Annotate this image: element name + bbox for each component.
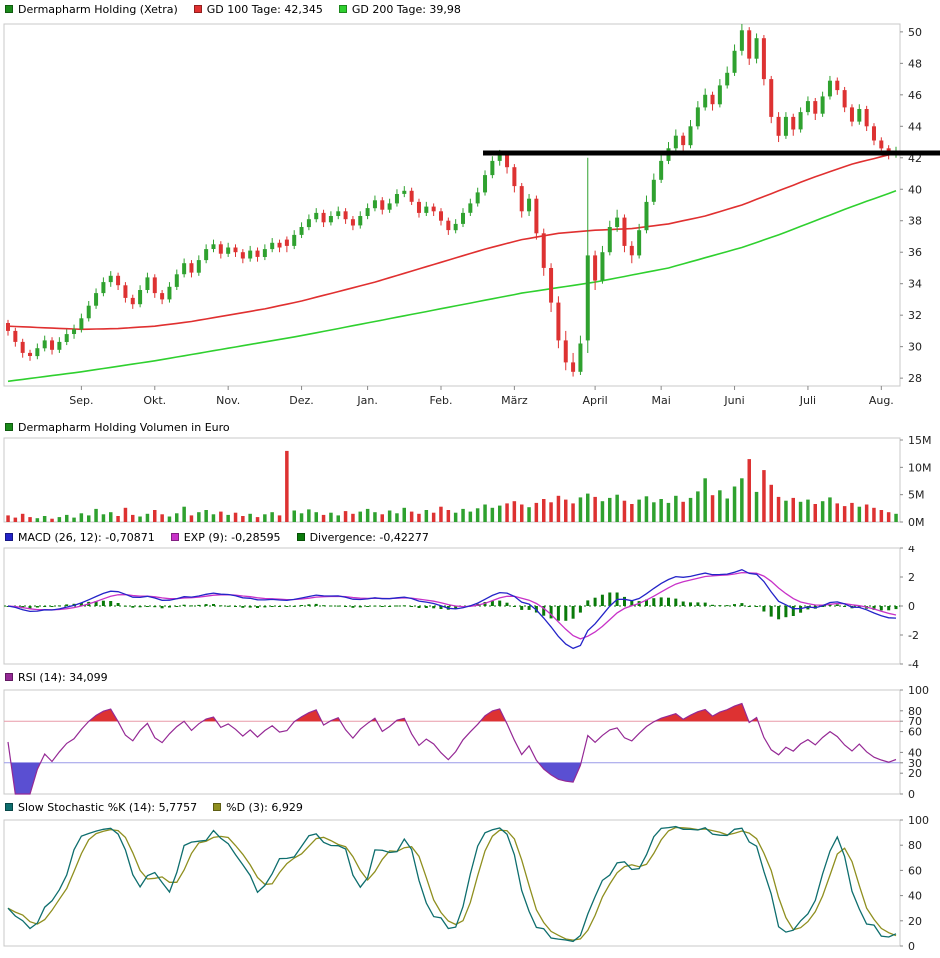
- svg-text:32: 32: [908, 309, 922, 322]
- svg-text:48: 48: [908, 57, 922, 70]
- exp-color-swatch: [170, 533, 179, 541]
- svg-text:40: 40: [908, 183, 922, 196]
- svg-text:80: 80: [908, 839, 922, 852]
- stochastic-legend: Slow Stochastic %K (14): 5,7757 %D (3): …: [0, 798, 940, 816]
- svg-text:20: 20: [908, 915, 922, 928]
- svg-text:100: 100: [908, 686, 929, 697]
- svg-text:0: 0: [908, 788, 915, 798]
- svg-text:Sep.: Sep.: [69, 394, 93, 407]
- svg-text:Feb.: Feb.: [429, 394, 452, 407]
- svg-text:36: 36: [908, 246, 922, 259]
- macd-legend: MACD (26, 12): -0,70871 EXP (9): -0,2859…: [0, 528, 940, 546]
- volume-legend-label: Dermapharm Holding Volumen in Euro: [18, 420, 230, 434]
- svg-text:80: 80: [908, 705, 922, 718]
- svg-text:70: 70: [908, 715, 922, 728]
- divergence-color-swatch: [296, 533, 305, 541]
- rsi-legend: RSI (14): 34,099: [0, 668, 940, 686]
- svg-text:Juli: Juli: [799, 394, 816, 407]
- legend-item-stoch-d: %D (3): 6,929: [213, 801, 303, 814]
- svg-text:60: 60: [908, 726, 922, 739]
- legend-item-gd200: GD 200 Tage: 39,98: [338, 2, 461, 16]
- svg-text:0: 0: [908, 600, 915, 613]
- exp-legend-label: EXP (9): -0,28595: [183, 530, 281, 544]
- svg-text:46: 46: [908, 89, 922, 102]
- stoch-k-color-swatch: [5, 803, 13, 811]
- stoch-d-legend-label: %D (3): 6,929: [226, 800, 303, 814]
- svg-text:-2: -2: [908, 629, 919, 642]
- svg-text:5M: 5M: [908, 489, 925, 502]
- svg-text:34: 34: [908, 278, 922, 291]
- macd-legend-label: MACD (26, 12): -0,70871: [18, 530, 155, 544]
- svg-text:40: 40: [908, 890, 922, 903]
- divergence-legend-label: Divergence: -0,42277: [309, 530, 429, 544]
- volume-color-swatch: [5, 423, 13, 431]
- macd-color-swatch: [5, 533, 13, 541]
- gd100-legend-label: GD 100 Tage: 42,345: [206, 2, 323, 16]
- svg-text:0M: 0M: [908, 516, 925, 528]
- legend-item-rsi: RSI (14): 34,099: [5, 671, 108, 684]
- price-legend: Dermapharm Holding (Xetra) GD 100 Tage: …: [0, 0, 940, 18]
- svg-text:Mai: Mai: [652, 394, 671, 407]
- svg-text:Dez.: Dez.: [289, 394, 314, 407]
- instrument-legend-label: Dermapharm Holding (Xetra): [18, 2, 178, 16]
- rsi-legend-label: RSI (14): 34,099: [18, 670, 108, 684]
- svg-text:15M: 15M: [908, 436, 932, 447]
- stoch-k-legend-label: Slow Stochastic %K (14): 5,7757: [18, 800, 198, 814]
- svg-text:April: April: [583, 394, 608, 407]
- svg-text:20: 20: [908, 767, 922, 780]
- svg-text:30: 30: [908, 757, 922, 770]
- legend-item-macd: MACD (26, 12): -0,70871: [5, 531, 155, 544]
- svg-text:38: 38: [908, 215, 922, 228]
- stoch-d-color-swatch: [213, 803, 222, 811]
- svg-text:März: März: [501, 394, 528, 407]
- svg-text:Nov.: Nov.: [216, 394, 240, 407]
- svg-text:60: 60: [908, 864, 922, 877]
- svg-text:100: 100: [908, 816, 929, 827]
- volume-chart: 15M 10M 5M 0M: [3, 436, 932, 528]
- rsi-color-swatch: [5, 673, 13, 681]
- price-chart: Sep. Okt. Nov. Dez. Jan. Feb. März April Mai Juni…: [3, 23, 940, 407]
- svg-text:Okt.: Okt.: [143, 394, 166, 407]
- svg-text:-4: -4: [908, 658, 919, 668]
- legend-item-instrument: Dermapharm Holding (Xetra): [5, 3, 178, 16]
- svg-text:50: 50: [908, 26, 922, 39]
- gd100-color-swatch: [193, 5, 202, 13]
- stochastic-chart: 100 80 60 40 20 0: [3, 816, 929, 953]
- svg-text:4: 4: [908, 546, 915, 555]
- svg-text:28: 28: [908, 372, 922, 385]
- svg-text:Aug.: Aug.: [869, 394, 894, 407]
- svg-text:2: 2: [908, 571, 915, 584]
- svg-text:Jan.: Jan.: [356, 394, 377, 407]
- legend-item-gd100: GD 100 Tage: 42,345: [193, 2, 323, 16]
- legend-item-exp: EXP (9): -0,28595: [170, 530, 281, 544]
- svg-text:0: 0: [908, 940, 915, 953]
- gd200-color-swatch: [338, 5, 347, 13]
- svg-text:30: 30: [908, 341, 922, 354]
- legend-item-divergence: Divergence: -0,42277: [296, 530, 429, 544]
- volume-legend: Dermapharm Holding Volumen in Euro: [0, 418, 940, 436]
- svg-text:10M: 10M: [908, 461, 932, 474]
- svg-text:44: 44: [908, 120, 922, 133]
- instrument-color-swatch: [5, 5, 13, 13]
- legend-item-stoch-k: Slow Stochastic %K (14): 5,7757: [5, 801, 197, 814]
- macd-chart: 4 2 0 -2 -4: [3, 546, 919, 668]
- gd200-legend-label: GD 200 Tage: 39,98: [351, 2, 461, 16]
- svg-text:40: 40: [908, 746, 922, 759]
- legend-item-volume: Dermapharm Holding Volumen in Euro: [5, 421, 230, 434]
- svg-text:Juni: Juni: [723, 394, 744, 407]
